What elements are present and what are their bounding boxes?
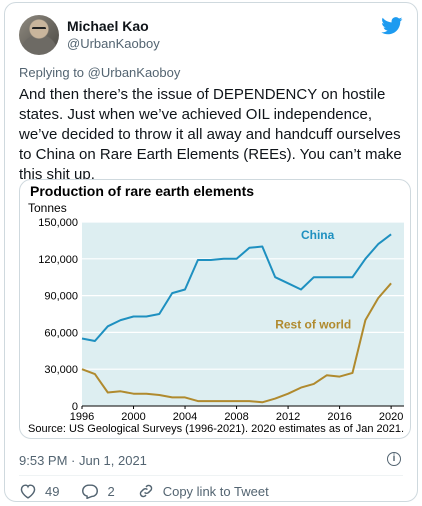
x-tick-label: 2016 <box>327 411 351 423</box>
x-tick-label: 2020 <box>379 411 403 423</box>
copy-link-label: Copy link to Tweet <box>162 483 269 499</box>
info-icon[interactable]: i <box>387 452 401 466</box>
y-tick-label: 30,000 <box>44 364 78 376</box>
chart-image[interactable]: Production of rare earth elements Tonnes… <box>19 179 411 439</box>
reply-icon <box>82 484 99 499</box>
divider <box>19 475 403 476</box>
reply-mention[interactable]: @UrbanKaoboy <box>87 65 181 80</box>
x-tick-label: 1996 <box>70 411 94 423</box>
y-tick-label: 0 <box>72 401 78 413</box>
y-tick-label: 150,000 <box>38 217 78 229</box>
series-labels: China Rest of world <box>275 228 351 332</box>
tweet-text: And then there’s the issue of DEPENDENCY… <box>19 86 402 183</box>
reply-count: 2 <box>107 483 115 499</box>
y-tick-label: 90,000 <box>44 291 78 303</box>
tweet-actions: 49 2 Copy link to Tweet <box>19 482 269 500</box>
avatar-glasses <box>32 27 46 30</box>
rare-earth-chart: Production of rare earth elements Tonnes… <box>28 183 404 435</box>
copy-link-button[interactable]: Copy link to Tweet <box>137 483 269 499</box>
author-handle[interactable]: @UrbanKaoboy <box>67 36 160 51</box>
tweet-timestamp[interactable]: 9:53 PM · Jun 1, 2021 <box>19 453 147 468</box>
y-axis-label: Tonnes <box>28 201 67 215</box>
china-line <box>81 233 392 342</box>
like-count: 49 <box>45 483 60 499</box>
chart-source: Source: US Geological Surveys (1996-2021… <box>28 423 404 435</box>
rest-of-world-line <box>81 282 392 404</box>
series-lines <box>81 233 392 404</box>
x-tick-label: 2004 <box>173 411 197 423</box>
reply-button[interactable]: 2 <box>81 483 115 499</box>
x-tick-label: 2012 <box>276 411 300 423</box>
y-axis-ticks: 0 30,000 60,000 90,000 120,000 150,000 <box>38 217 78 413</box>
like-button[interactable]: 49 <box>19 483 59 499</box>
plot-area <box>82 222 404 406</box>
twitter-bird-icon[interactable] <box>381 17 403 35</box>
china-series-label: China <box>301 228 335 242</box>
x-axis-ticks: 1996 2000 2004 2008 2012 2016 2020 <box>70 405 404 423</box>
link-icon <box>139 484 152 498</box>
x-tick-label: 2000 <box>121 411 145 423</box>
heart-icon <box>20 484 36 499</box>
avatar[interactable] <box>19 15 59 55</box>
replying-to: Replying to @UrbanKaoboy <box>19 65 180 80</box>
x-tick-label: 2008 <box>224 411 248 423</box>
reply-prefix: Replying to <box>19 65 85 80</box>
author-name[interactable]: Michael Kao <box>67 18 149 34</box>
y-tick-label: 120,000 <box>38 254 78 266</box>
y-tick-label: 60,000 <box>44 327 78 339</box>
tweet-card: Michael Kao @UrbanKaoboy Replying to @Ur… <box>4 2 418 502</box>
rest-of-world-series-label: Rest of world <box>275 318 351 332</box>
chart-title: Production of rare earth elements <box>30 183 254 199</box>
